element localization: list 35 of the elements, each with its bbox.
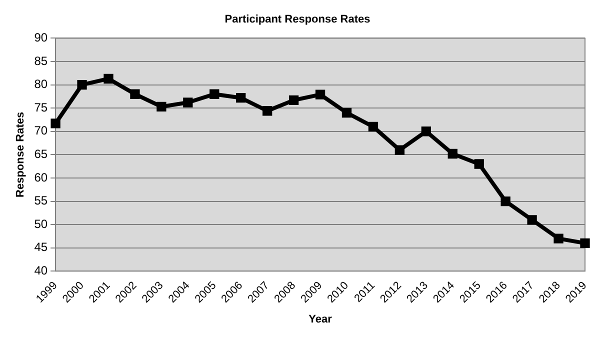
point <box>104 74 114 84</box>
point <box>236 93 246 103</box>
point <box>262 106 272 116</box>
point <box>394 145 405 155</box>
point <box>288 95 299 105</box>
point <box>580 238 590 248</box>
y-tick-label: 80 <box>34 77 48 92</box>
y-tick-label: 60 <box>34 170 48 184</box>
point <box>50 118 60 128</box>
y-tick-label: 50 <box>34 216 48 231</box>
point <box>210 89 220 99</box>
y-axis-title: Response Rates <box>14 112 27 198</box>
y-tick-label: 40 <box>34 263 48 278</box>
y-tick-label: 65 <box>34 146 48 161</box>
chart-title: Participant Response Rates <box>224 14 370 26</box>
point <box>130 89 140 99</box>
y-tick-label: 55 <box>34 194 48 208</box>
point <box>77 80 87 90</box>
point <box>421 126 431 136</box>
point <box>500 196 510 206</box>
y-tick-label: 90 <box>34 30 48 45</box>
y-tick-label: 70 <box>34 124 48 138</box>
y-tick-label: 45 <box>34 240 48 254</box>
x-axis-title: Year <box>308 313 333 326</box>
y-tick-label: 75 <box>34 100 48 114</box>
point <box>315 90 326 100</box>
point <box>448 148 458 159</box>
y-tick-label: 85 <box>34 54 48 68</box>
point <box>183 98 193 108</box>
point <box>368 122 378 132</box>
point <box>342 108 352 118</box>
point <box>474 159 484 169</box>
point <box>156 102 166 112</box>
point <box>527 215 537 225</box>
point <box>554 234 564 244</box>
